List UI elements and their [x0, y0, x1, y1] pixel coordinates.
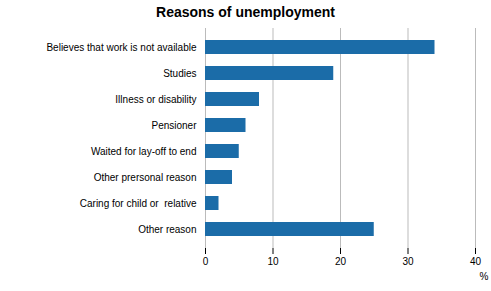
- svg-text:40: 40: [470, 256, 482, 267]
- svg-text:20: 20: [335, 256, 347, 267]
- svg-text:Other reason: Other reason: [138, 224, 196, 235]
- svg-text:Studies: Studies: [163, 68, 196, 79]
- svg-text:10: 10: [267, 256, 279, 267]
- html-text:Reasons of unemployment: Reasons of unemployment: [156, 4, 335, 20]
- svg-text:0: 0: [203, 256, 209, 267]
- svg-text:Pensioner: Pensioner: [151, 120, 197, 131]
- svg-text:Believes that work is not avai: Believes that work is not available: [46, 42, 197, 53]
- svg-text:30: 30: [402, 256, 414, 267]
- svg-text:Illness or disability: Illness or disability: [115, 94, 196, 105]
- svg-text:Waited for lay-off to end: Waited for lay-off to end: [91, 146, 197, 157]
- svg-text:Other prersonal reason: Other prersonal reason: [94, 172, 197, 183]
- svg-text:Caring for child or relative: Caring for child or relative: [80, 198, 197, 209]
- svg-text:%: %: [480, 271, 489, 282]
